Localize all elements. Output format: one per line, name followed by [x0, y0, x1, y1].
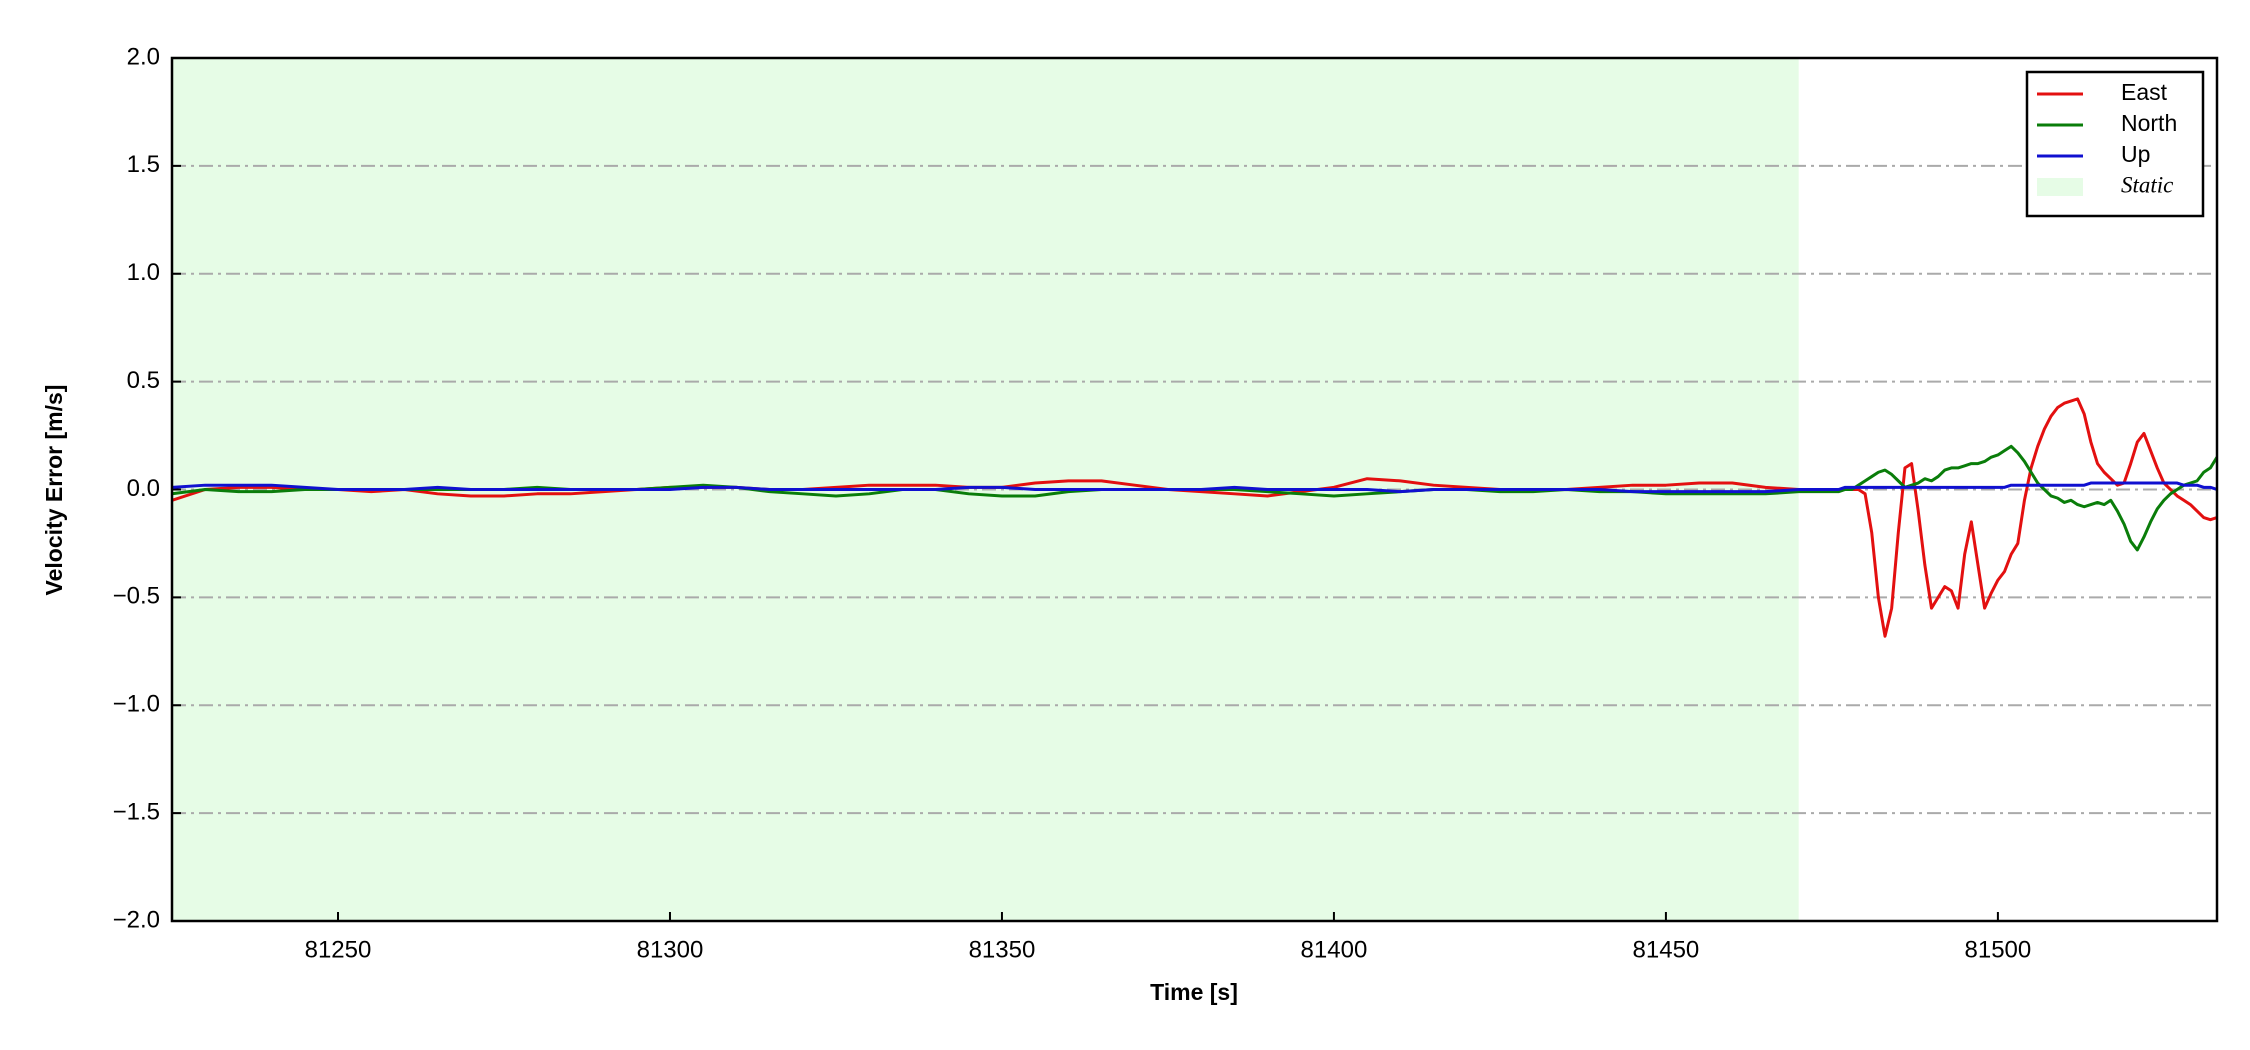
y-axis-label: Velocity Error [m/s] [41, 385, 67, 596]
x-tick-label: 81500 [1965, 936, 2032, 963]
y-tick-label: 1.5 [127, 151, 160, 178]
y-tick-label: −0.5 [113, 583, 160, 610]
y-tick-label: −2.0 [113, 906, 160, 933]
y-tick-label: −1.0 [113, 691, 160, 718]
legend-label: East [2121, 79, 2168, 105]
legend-label: Static [2121, 172, 2173, 197]
y-tick-label: 2.0 [127, 43, 160, 70]
x-tick-label: 81350 [969, 936, 1036, 963]
plot-frame [170, 56, 2219, 923]
y-tick-label: 1.0 [127, 259, 160, 286]
x-axis-label: Time [s] [1150, 979, 1238, 1005]
y-tick-label: −1.5 [113, 798, 160, 825]
y-tick-label: 0.0 [127, 475, 160, 502]
series-line [172, 444, 2217, 552]
x-tick-label: 81250 [305, 936, 372, 963]
x-tick-label: 81450 [1633, 936, 1700, 963]
legend-swatch [2037, 178, 2083, 196]
x-tick-label: 81400 [1301, 936, 1368, 963]
legend-label: North [2121, 110, 2177, 136]
series-line [172, 481, 2217, 494]
x-tick-label: 81300 [637, 936, 704, 963]
legend-label: Up [2121, 141, 2150, 167]
y-tick-label: 0.5 [127, 367, 160, 394]
